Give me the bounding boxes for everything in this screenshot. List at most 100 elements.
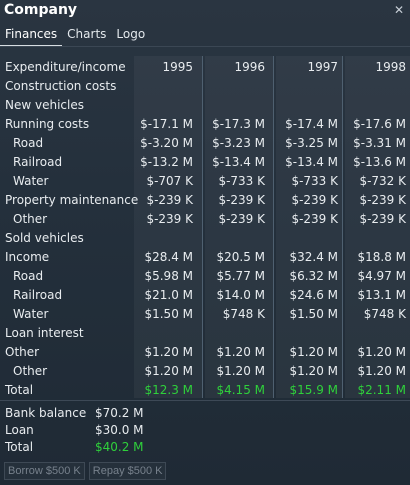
value-cell: $12.3 M [144,383,193,397]
table-row: Construction costs [0,77,410,96]
value-cell: $-732 K [359,174,406,188]
row-label: Other [13,364,48,378]
tab-finances[interactable]: Finances [0,24,63,47]
row-label: Road [13,269,44,283]
repay-button[interactable]: Repay $500 K [88,462,167,480]
value-cell: $-239 K [146,212,193,226]
loan-row: Loan $30.0 M [0,422,410,439]
row-label: Income [5,250,50,264]
finances-panel: Expenditure/income 1995 1996 1997 1998 C… [0,52,410,399]
value-cell: $28.4 M [144,250,193,264]
value-cell: $-17.6 M [353,117,406,131]
value-cell: $-707 K [146,174,193,188]
value-cell: $-239 K [359,193,406,207]
loan-label: Loan [5,423,34,437]
tab-charts[interactable]: Charts [67,27,107,41]
value-cell: $-13.2 M [140,155,193,169]
expenditure-income-header: Expenditure/income [5,60,126,74]
value-cell: $-17.4 M [285,117,338,131]
window-title: Company [4,2,78,18]
value-cell: $-733 K [291,174,338,188]
value-cell: $4.97 M [357,269,406,283]
value-cell: $748 K [222,307,265,321]
close-icon[interactable]: ✕ [393,3,404,17]
value-cell: $-239 K [146,193,193,207]
value-cell: $18.8 M [357,250,406,264]
value-cell: $-17.1 M [140,117,193,131]
row-label: Other [5,345,40,359]
row-label: Loan interest [5,326,84,340]
value-cell: $-17.3 M [212,117,265,131]
row-label: New vehicles [5,98,84,112]
value-cell: $1.50 M [289,307,338,321]
value-cell: $-3.25 M [285,136,338,150]
value-cell: $4.15 M [216,383,265,397]
year-column-1995 [134,56,203,398]
value-cell: $-239 K [291,212,338,226]
loan-buttons: Borrow $500 K Repay $500 K [4,462,167,480]
table-row: Railroad $21.0 M $14.0 M $24.6 M $13.1 M [0,286,410,305]
value-cell: $1.20 M [357,345,406,359]
row-label: Road [13,136,44,150]
table-header-row: Expenditure/income 1995 1996 1997 1998 [0,58,410,77]
tab-bar: Finances Charts Logo [0,24,410,47]
year-header: 1998 [375,60,406,74]
row-label: Railroad [13,155,63,169]
value-cell: $1.20 M [144,345,193,359]
table-row: Sold vehicles [0,229,410,248]
summary-total-label: Total [5,440,34,454]
value-cell: $32.4 M [289,250,338,264]
tab-logo[interactable]: Logo [116,27,146,41]
summary-total-value: $40.2 M [95,440,144,454]
value-cell: $-3.23 M [212,136,265,150]
value-cell: $1.20 M [216,345,265,359]
value-cell: $-239 K [291,193,338,207]
table-row: Water $-707 K $-733 K $-733 K $-732 K [0,172,410,191]
year-header: 1997 [307,60,338,74]
row-label: Railroad [13,288,63,302]
summary-divider [0,400,410,401]
value-cell: $24.6 M [289,288,338,302]
summary-section: Bank balance $70.2 M Loan $30.0 M Total … [0,405,410,456]
table-row: Other $1.20 M $1.20 M $1.20 M $1.20 M [0,343,410,362]
row-label: Construction costs [5,79,117,93]
table-row: Income $28.4 M $20.5 M $32.4 M $18.8 M [0,248,410,267]
value-cell: $1.20 M [144,364,193,378]
value-cell: $-3.20 M [140,136,193,150]
row-label: Sold vehicles [5,231,84,245]
table-row: Other $1.20 M $1.20 M $1.20 M $1.20 M [0,362,410,381]
total-row: Total $12.3 M $4.15 M $15.9 M $2.11 M [0,381,410,400]
table-row: Water $1.50 M $748 K $1.50 M $748 K [0,305,410,324]
year-header: 1995 [162,60,193,74]
table-row: Other $-239 K $-239 K $-239 K $-239 K [0,210,410,229]
title-bar[interactable]: Company ✕ [0,0,410,22]
value-cell: $-13.6 M [353,155,406,169]
value-cell: $5.77 M [216,269,265,283]
bank-balance-value: $70.2 M [95,406,144,420]
value-cell: $-13.4 M [285,155,338,169]
value-cell: $-239 K [218,212,265,226]
value-cell: $-13.4 M [212,155,265,169]
bank-balance-label: Bank balance [5,406,87,420]
row-label: Water [13,307,49,321]
value-cell: $20.5 M [216,250,265,264]
row-label: Total [5,383,34,397]
value-cell: $1.20 M [289,345,338,359]
loan-value: $30.0 M [95,423,144,437]
value-cell: $748 K [363,307,406,321]
row-label: Running costs [5,117,90,131]
borrow-button[interactable]: Borrow $500 K [4,462,85,480]
row-label: Water [13,174,49,188]
table-row: Running costs $-17.1 M $-17.3 M $-17.4 M $-1… [0,115,410,134]
value-cell: $15.9 M [289,383,338,397]
value-cell: $13.1 M [357,288,406,302]
year-header: 1996 [234,60,265,74]
year-column-1996 [205,56,274,398]
bank-balance-row: Bank balance $70.2 M [0,405,410,422]
value-cell: $-239 K [218,193,265,207]
value-cell: $1.20 M [357,364,406,378]
value-cell: $-733 K [218,174,265,188]
row-label: Property maintenance [5,193,139,207]
value-cell: $-239 K [359,212,406,226]
